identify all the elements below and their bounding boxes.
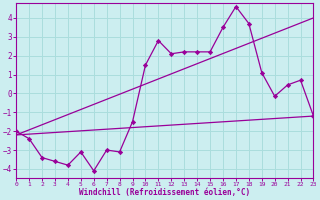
X-axis label: Windchill (Refroidissement éolien,°C): Windchill (Refroidissement éolien,°C) [79, 188, 250, 197]
